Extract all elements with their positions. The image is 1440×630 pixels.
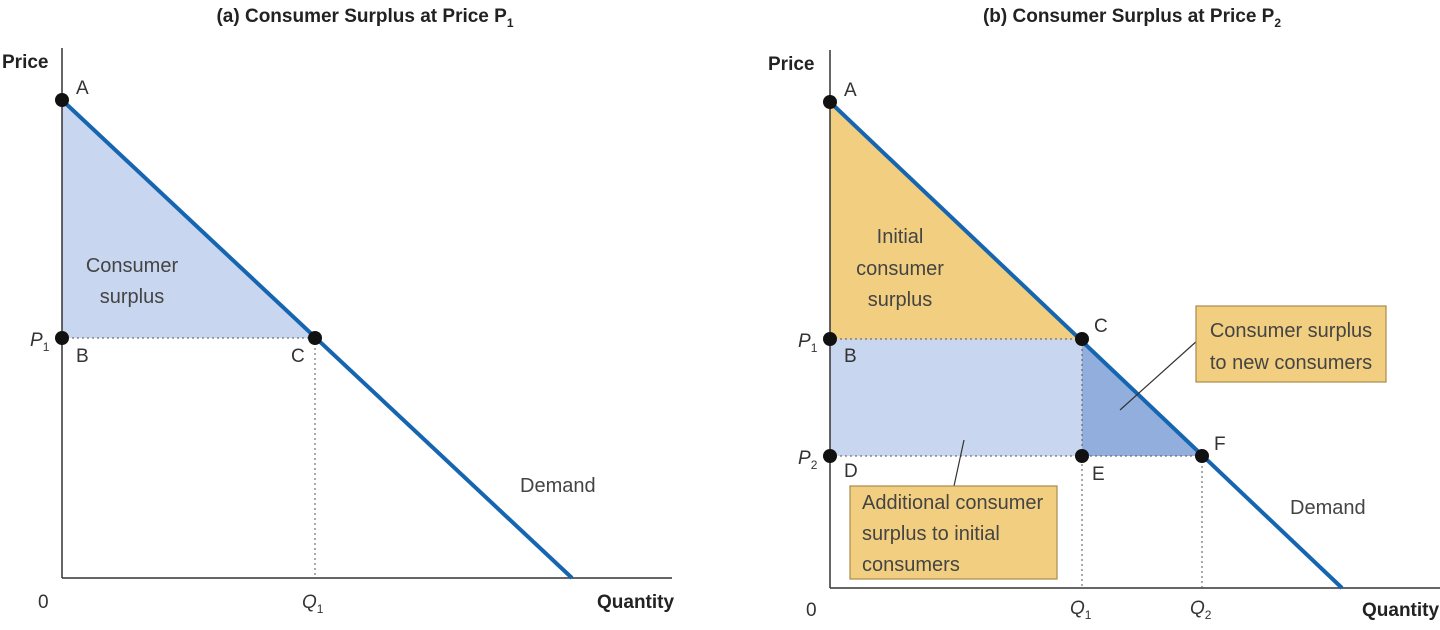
point-e-label: E <box>1092 464 1105 485</box>
initial-consumer-surplus-label: Initial <box>877 226 924 248</box>
point-a <box>55 93 69 107</box>
panel-b-x-axis-title: Quantity <box>1362 600 1439 621</box>
panel-a-origin-label: 0 <box>38 592 49 613</box>
demand-curve <box>828 100 1344 590</box>
point-c <box>1075 332 1089 346</box>
point-c-label: C <box>1094 316 1108 337</box>
panel-b-y-axis-title: Price <box>768 54 814 75</box>
panel-b-demand-label: Demand <box>1290 497 1366 519</box>
panel-a: (a) Consumer Surplus at Price P1 A B C P… <box>2 6 674 616</box>
point-f-label: F <box>1214 434 1226 455</box>
point-c <box>308 331 322 345</box>
additional-surplus-callout-line3: consumers <box>862 554 960 576</box>
new-consumers-callout-line2: to new consumers <box>1210 352 1372 374</box>
panel-b-quantity-tick-q1: Q1 <box>1070 598 1092 622</box>
panel-b-title: (b) Consumer Surplus at Price P2 <box>983 6 1281 30</box>
point-b <box>55 331 69 345</box>
initial-consumer-surplus-label-line3: surplus <box>868 289 932 311</box>
panel-b-price-tick-p1: P1 <box>798 331 818 355</box>
panel-a-price-tick-p1: P1 <box>30 330 50 354</box>
additional-consumer-surplus-area <box>830 339 1082 456</box>
point-b-label: B <box>76 346 89 367</box>
panel-a-title: (a) Consumer Surplus at Price P1 <box>216 6 513 30</box>
panel-a-demand-label: Demand <box>520 475 596 497</box>
additional-surplus-callout-box <box>849 485 1058 580</box>
point-b <box>823 332 837 346</box>
additional-surplus-leader-line <box>953 439 965 487</box>
panel-b-origin-label: 0 <box>806 600 817 621</box>
point-c-label: C <box>291 346 305 367</box>
additional-surplus-callout-line2: surplus to initial <box>862 523 1000 545</box>
new-consumers-leader-line <box>1119 339 1199 411</box>
point-d <box>823 449 837 463</box>
point-f <box>1195 449 1209 463</box>
point-a-label: A <box>844 80 857 101</box>
point-d-label: D <box>844 461 858 482</box>
point-b-label: B <box>844 346 857 367</box>
panel-a-x-axis-title: Quantity <box>597 592 674 613</box>
panel-b: (b) Consumer Surplus at Price P2 A B C D… <box>768 6 1440 622</box>
panel-b-price-tick-p2: P2 <box>798 448 818 472</box>
point-e <box>1075 449 1089 463</box>
point-a-label: A <box>76 78 89 99</box>
additional-surplus-callout-line1: Additional consumer <box>862 492 1044 514</box>
consumer-surplus-label-line2: surplus <box>100 286 164 308</box>
initial-consumer-surplus-label-line2: consumer <box>856 258 944 280</box>
panel-a-quantity-tick-q1: Q1 <box>302 592 324 616</box>
consumer-surplus-label: Consumer <box>86 255 179 277</box>
panel-b-quantity-tick-q2: Q2 <box>1190 598 1212 622</box>
point-a <box>823 95 837 109</box>
panel-a-y-axis-title: Price <box>2 52 48 73</box>
new-consumers-callout-box <box>1195 305 1387 383</box>
new-consumers-callout-line1: Consumer surplus <box>1210 320 1372 342</box>
